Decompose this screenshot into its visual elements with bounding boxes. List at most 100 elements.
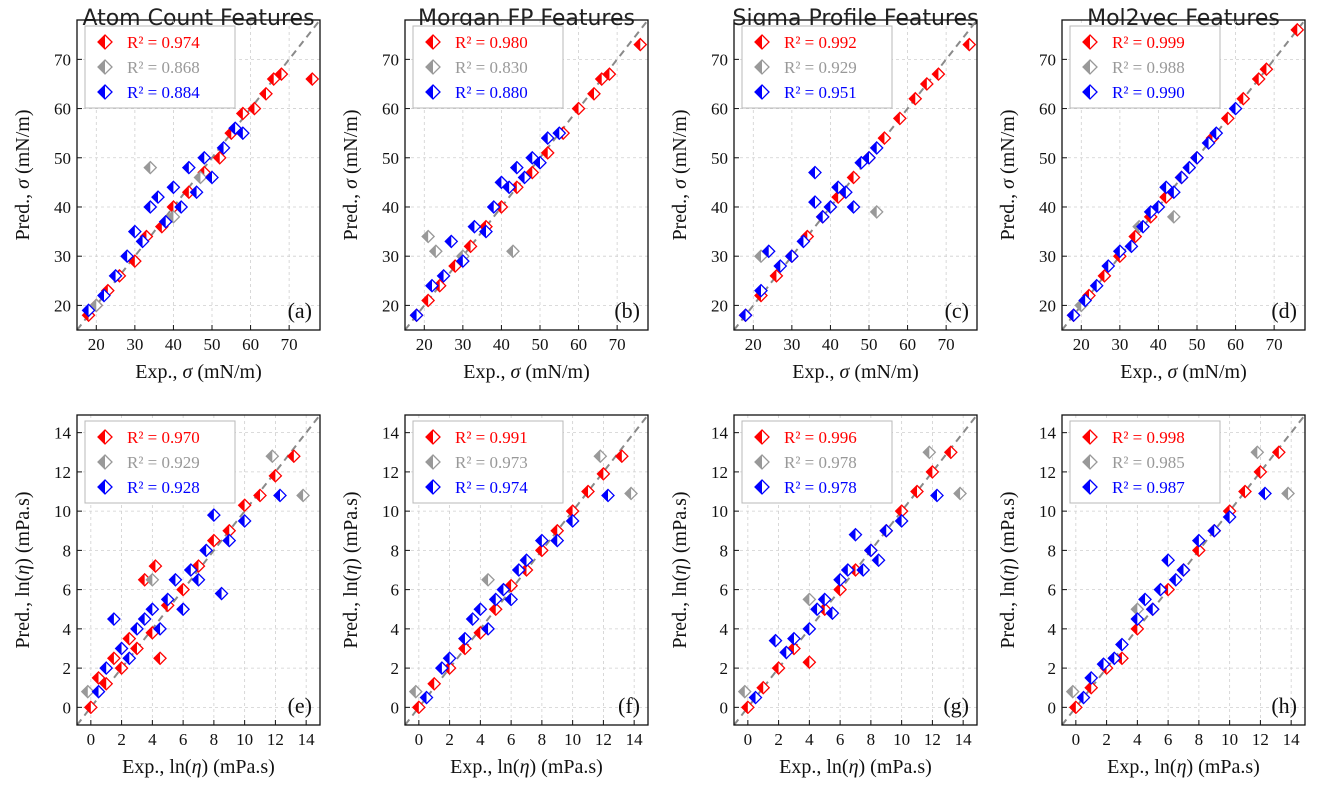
- plot-frame: [733, 414, 978, 726]
- marker-fill: [755, 35, 762, 49]
- marker-fill: [449, 260, 456, 273]
- marker-fill: [161, 593, 168, 606]
- data-point: [436, 268, 451, 283]
- data-point: [259, 86, 273, 101]
- marker-fill: [809, 196, 815, 209]
- legend-r2-label: R² = 0.999: [1112, 33, 1185, 52]
- x-tick-label: 8: [538, 730, 547, 749]
- x-tick-label: 10: [564, 730, 581, 749]
- data-point: [479, 224, 493, 239]
- x-tick-label: 0: [744, 730, 753, 749]
- marker-fill: [100, 662, 107, 675]
- x-tick-label: 12: [1252, 730, 1269, 749]
- marker-fill: [755, 250, 761, 263]
- y-tick-label: 0: [391, 698, 400, 717]
- data-point: [565, 514, 580, 528]
- marker-fill: [200, 544, 207, 557]
- marker-fill: [535, 534, 542, 547]
- data-point: [1182, 160, 1197, 175]
- marker-fill: [762, 245, 769, 258]
- y-tick-label: 20: [54, 296, 71, 315]
- chart-panel-g: 0 2 4 6 8 10 12 14 0 2 4 6 8 10 12 14 Exp., ln(η) (mPa.s…: [669, 414, 978, 778]
- y-tick-label: 6: [720, 581, 729, 600]
- marker-fill: [466, 613, 473, 626]
- legend-r2-label: R² = 0.990: [1112, 83, 1185, 102]
- data-point: [199, 543, 214, 558]
- marker-fill: [551, 524, 558, 537]
- x-tick-label: 14: [1283, 730, 1301, 749]
- legend-marker: [1082, 429, 1098, 445]
- marker-fill: [1129, 230, 1136, 243]
- marker-fill: [872, 554, 879, 567]
- legend-marker: [754, 479, 770, 495]
- marker-fill: [98, 35, 105, 49]
- data-point: [421, 293, 436, 308]
- x-tick-label: 60: [242, 335, 259, 354]
- marker-fill: [154, 622, 161, 635]
- marker-fill: [443, 652, 450, 665]
- marker-fill: [595, 73, 602, 86]
- y-tick-label: 60: [1039, 100, 1056, 119]
- data-point: [773, 259, 788, 273]
- x-axis-label: Exp., ln(η) (mPa.s): [450, 756, 603, 778]
- marker-fill: [98, 480, 105, 494]
- marker-fill: [824, 200, 831, 213]
- marker-fill: [167, 181, 174, 194]
- data-point: [463, 239, 478, 254]
- marker-fill: [266, 450, 273, 463]
- marker-fill: [98, 60, 105, 74]
- marker-fill: [146, 603, 153, 616]
- marker-fill: [1097, 658, 1104, 671]
- data-point: [481, 621, 495, 636]
- marker-fill: [787, 642, 794, 655]
- legend-marker: [425, 34, 441, 50]
- data-point: [761, 244, 776, 259]
- data-point: [504, 592, 519, 607]
- marker-fill: [306, 73, 313, 86]
- marker-fill: [1077, 691, 1084, 704]
- y-tick-label: 14: [1039, 424, 1057, 443]
- marker-fill: [535, 544, 542, 557]
- marker-fill: [238, 499, 245, 512]
- marker-fill: [1229, 102, 1236, 115]
- data-point: [496, 582, 511, 597]
- data-point: [176, 602, 191, 617]
- data-point: [833, 572, 848, 587]
- data-point: [114, 661, 129, 676]
- x-tick-label: 70: [938, 335, 955, 354]
- data-point: [779, 645, 794, 660]
- x-tick-label: 4: [476, 730, 485, 749]
- y-tick-label: 12: [1039, 463, 1056, 482]
- x-tick-label: 50: [1189, 335, 1206, 354]
- marker-fill: [426, 279, 432, 292]
- data-point: [593, 449, 608, 464]
- legend-marker: [425, 479, 441, 495]
- marker-fill: [1131, 613, 1138, 626]
- marker-fill: [1090, 279, 1097, 292]
- marker-fill: [229, 122, 236, 135]
- marker-fill: [739, 309, 746, 322]
- y-axis-label: Pred., σ (mN/m): [340, 110, 362, 241]
- marker-fill: [512, 564, 519, 576]
- marker-fill: [1252, 73, 1259, 86]
- marker-fill: [426, 455, 433, 469]
- data-point: [1166, 209, 1181, 224]
- marker-fill: [1083, 430, 1090, 444]
- data-point: [737, 684, 752, 699]
- marker-fill: [192, 573, 199, 586]
- data-point: [838, 185, 853, 200]
- data-point: [1136, 219, 1150, 234]
- data-point: [122, 631, 137, 646]
- marker-fill: [410, 309, 417, 322]
- marker-fill: [480, 225, 486, 238]
- marker-fill: [190, 186, 197, 199]
- marker-fill: [880, 524, 887, 537]
- data-point: [465, 612, 480, 626]
- legend-marker: [97, 59, 113, 75]
- data-point: [869, 141, 884, 155]
- data-point: [534, 543, 549, 558]
- marker-fill: [495, 176, 502, 189]
- x-tick-label: 12: [595, 730, 612, 749]
- legend-marker: [97, 84, 113, 100]
